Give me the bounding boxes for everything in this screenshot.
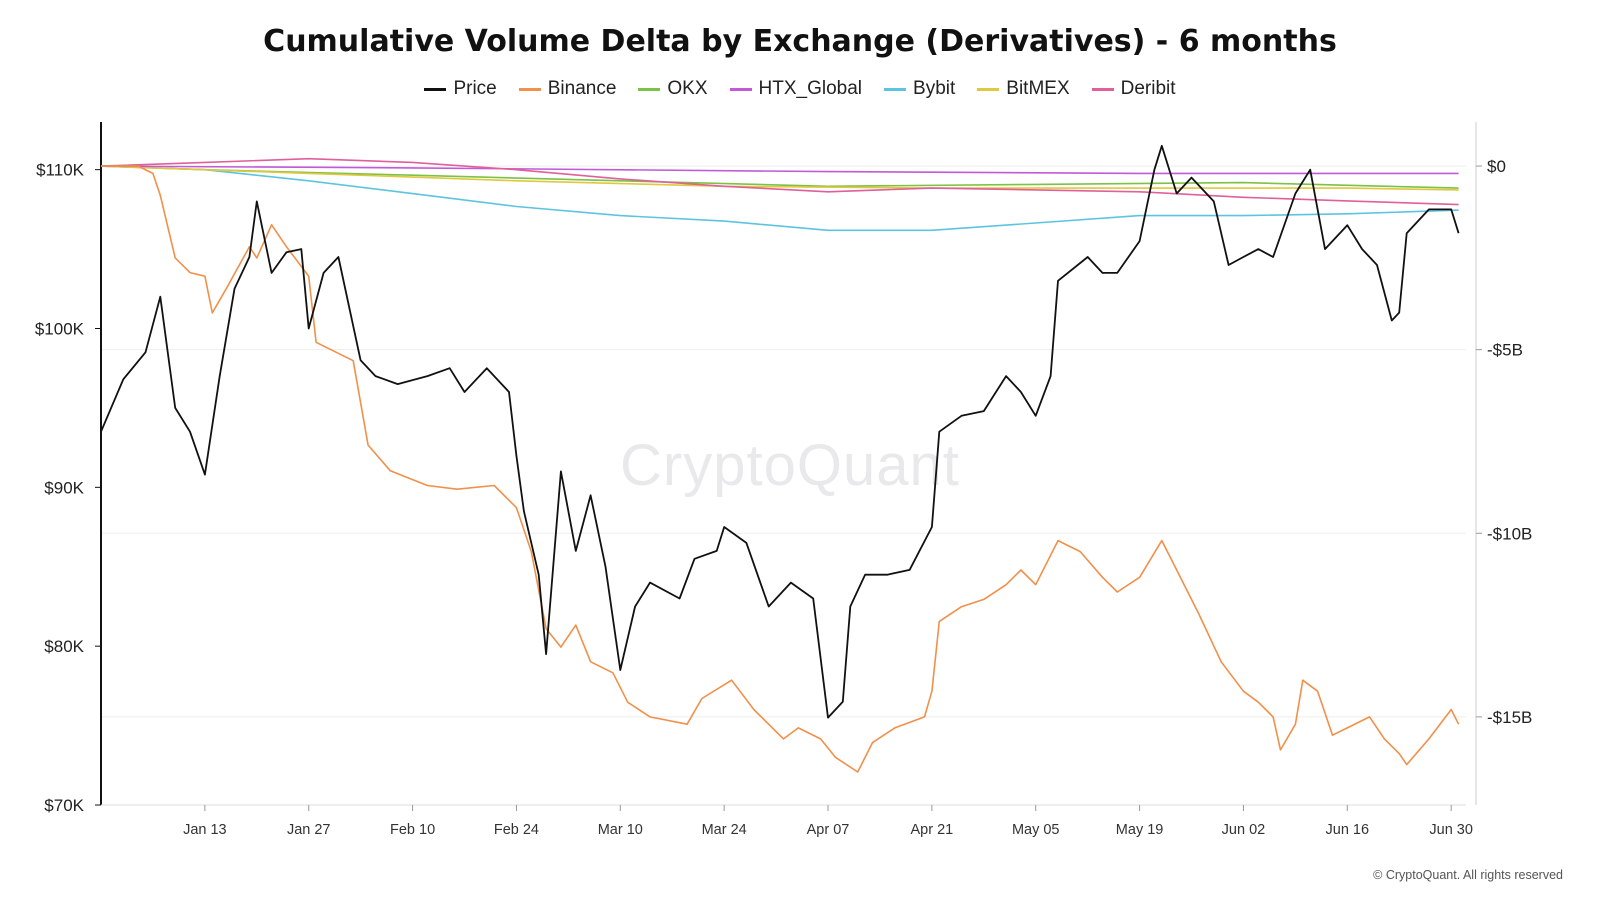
x-tick-label: Jun 16 xyxy=(1326,822,1370,838)
y-right-tick-label: -$5B xyxy=(1487,341,1523,360)
series-line-htx-global xyxy=(100,165,1459,175)
legend-item[interactable]: Price xyxy=(424,78,497,100)
legend-label: Deribit xyxy=(1120,78,1176,99)
legend-label: Binance xyxy=(547,78,617,99)
x-tick-label: Feb 24 xyxy=(494,822,539,838)
y-right-tick-label: $0 xyxy=(1487,157,1506,176)
series-line-deribit xyxy=(100,157,1459,206)
series-line-okx xyxy=(100,165,1459,189)
x-tick-label: Jan 13 xyxy=(183,822,227,838)
legend-swatch xyxy=(977,87,1000,91)
x-tick-label: Feb 10 xyxy=(390,822,435,838)
series-line-price xyxy=(100,144,1460,719)
x-tick-label: Apr 07 xyxy=(807,822,850,838)
x-tick-label: Jan 27 xyxy=(287,822,331,838)
y-left-tick-label: $110K xyxy=(36,161,85,180)
legend-item[interactable]: Binance xyxy=(518,78,617,100)
y-left-tick-label: $70K xyxy=(44,796,84,815)
legend-label: OKX xyxy=(667,78,708,99)
series-line-bitmex xyxy=(100,165,1459,191)
x-tick-label: Mar 24 xyxy=(702,822,747,838)
legend-swatch xyxy=(424,87,447,91)
x-tick-label: Apr 21 xyxy=(911,822,954,838)
series-line-bybit xyxy=(100,165,1459,232)
watermark: CryptoQuant xyxy=(620,433,960,498)
chart-legend: Price Binance OKX HTX_Global Bybit BitMEX Deri… xyxy=(0,78,1600,100)
x-tick-label: Jun 02 xyxy=(1222,822,1266,838)
legend-label: Bybit xyxy=(913,78,956,99)
legend-item[interactable]: OKX xyxy=(638,78,708,100)
x-tick-label: Mar 10 xyxy=(598,822,643,838)
series-line-binance xyxy=(101,165,1460,773)
legend-label: Price xyxy=(453,78,497,99)
legend-item[interactable]: Deribit xyxy=(1091,78,1176,100)
legend-swatch xyxy=(638,87,661,91)
legend-swatch xyxy=(729,87,752,91)
legend-item[interactable]: HTX_Global xyxy=(729,78,863,100)
y-left-tick-label: $90K xyxy=(44,478,84,497)
y-left-tick-label: $80K xyxy=(44,637,84,656)
x-tick-label: May 05 xyxy=(1012,822,1060,838)
y-right-tick-label: -$10B xyxy=(1487,524,1532,543)
legend-swatch xyxy=(1091,87,1114,91)
legend-swatch xyxy=(884,87,907,91)
legend-swatch xyxy=(518,87,541,91)
y-right-tick-label: -$15B xyxy=(1487,708,1532,727)
legend-item[interactable]: Bybit xyxy=(884,78,955,100)
x-tick-label: Jun 30 xyxy=(1429,822,1473,838)
legend-label: HTX_Global xyxy=(758,78,863,99)
chart-title: Cumulative Volume Delta by Exchange (Der… xyxy=(263,24,1337,59)
copyright-notice: © CryptoQuant. All rights reserved xyxy=(1373,868,1563,882)
legend-label: BitMEX xyxy=(1006,78,1070,99)
x-tick-label: May 19 xyxy=(1116,822,1164,838)
legend-item[interactable]: BitMEX xyxy=(977,78,1070,100)
y-left-tick-label: $100K xyxy=(35,319,85,338)
